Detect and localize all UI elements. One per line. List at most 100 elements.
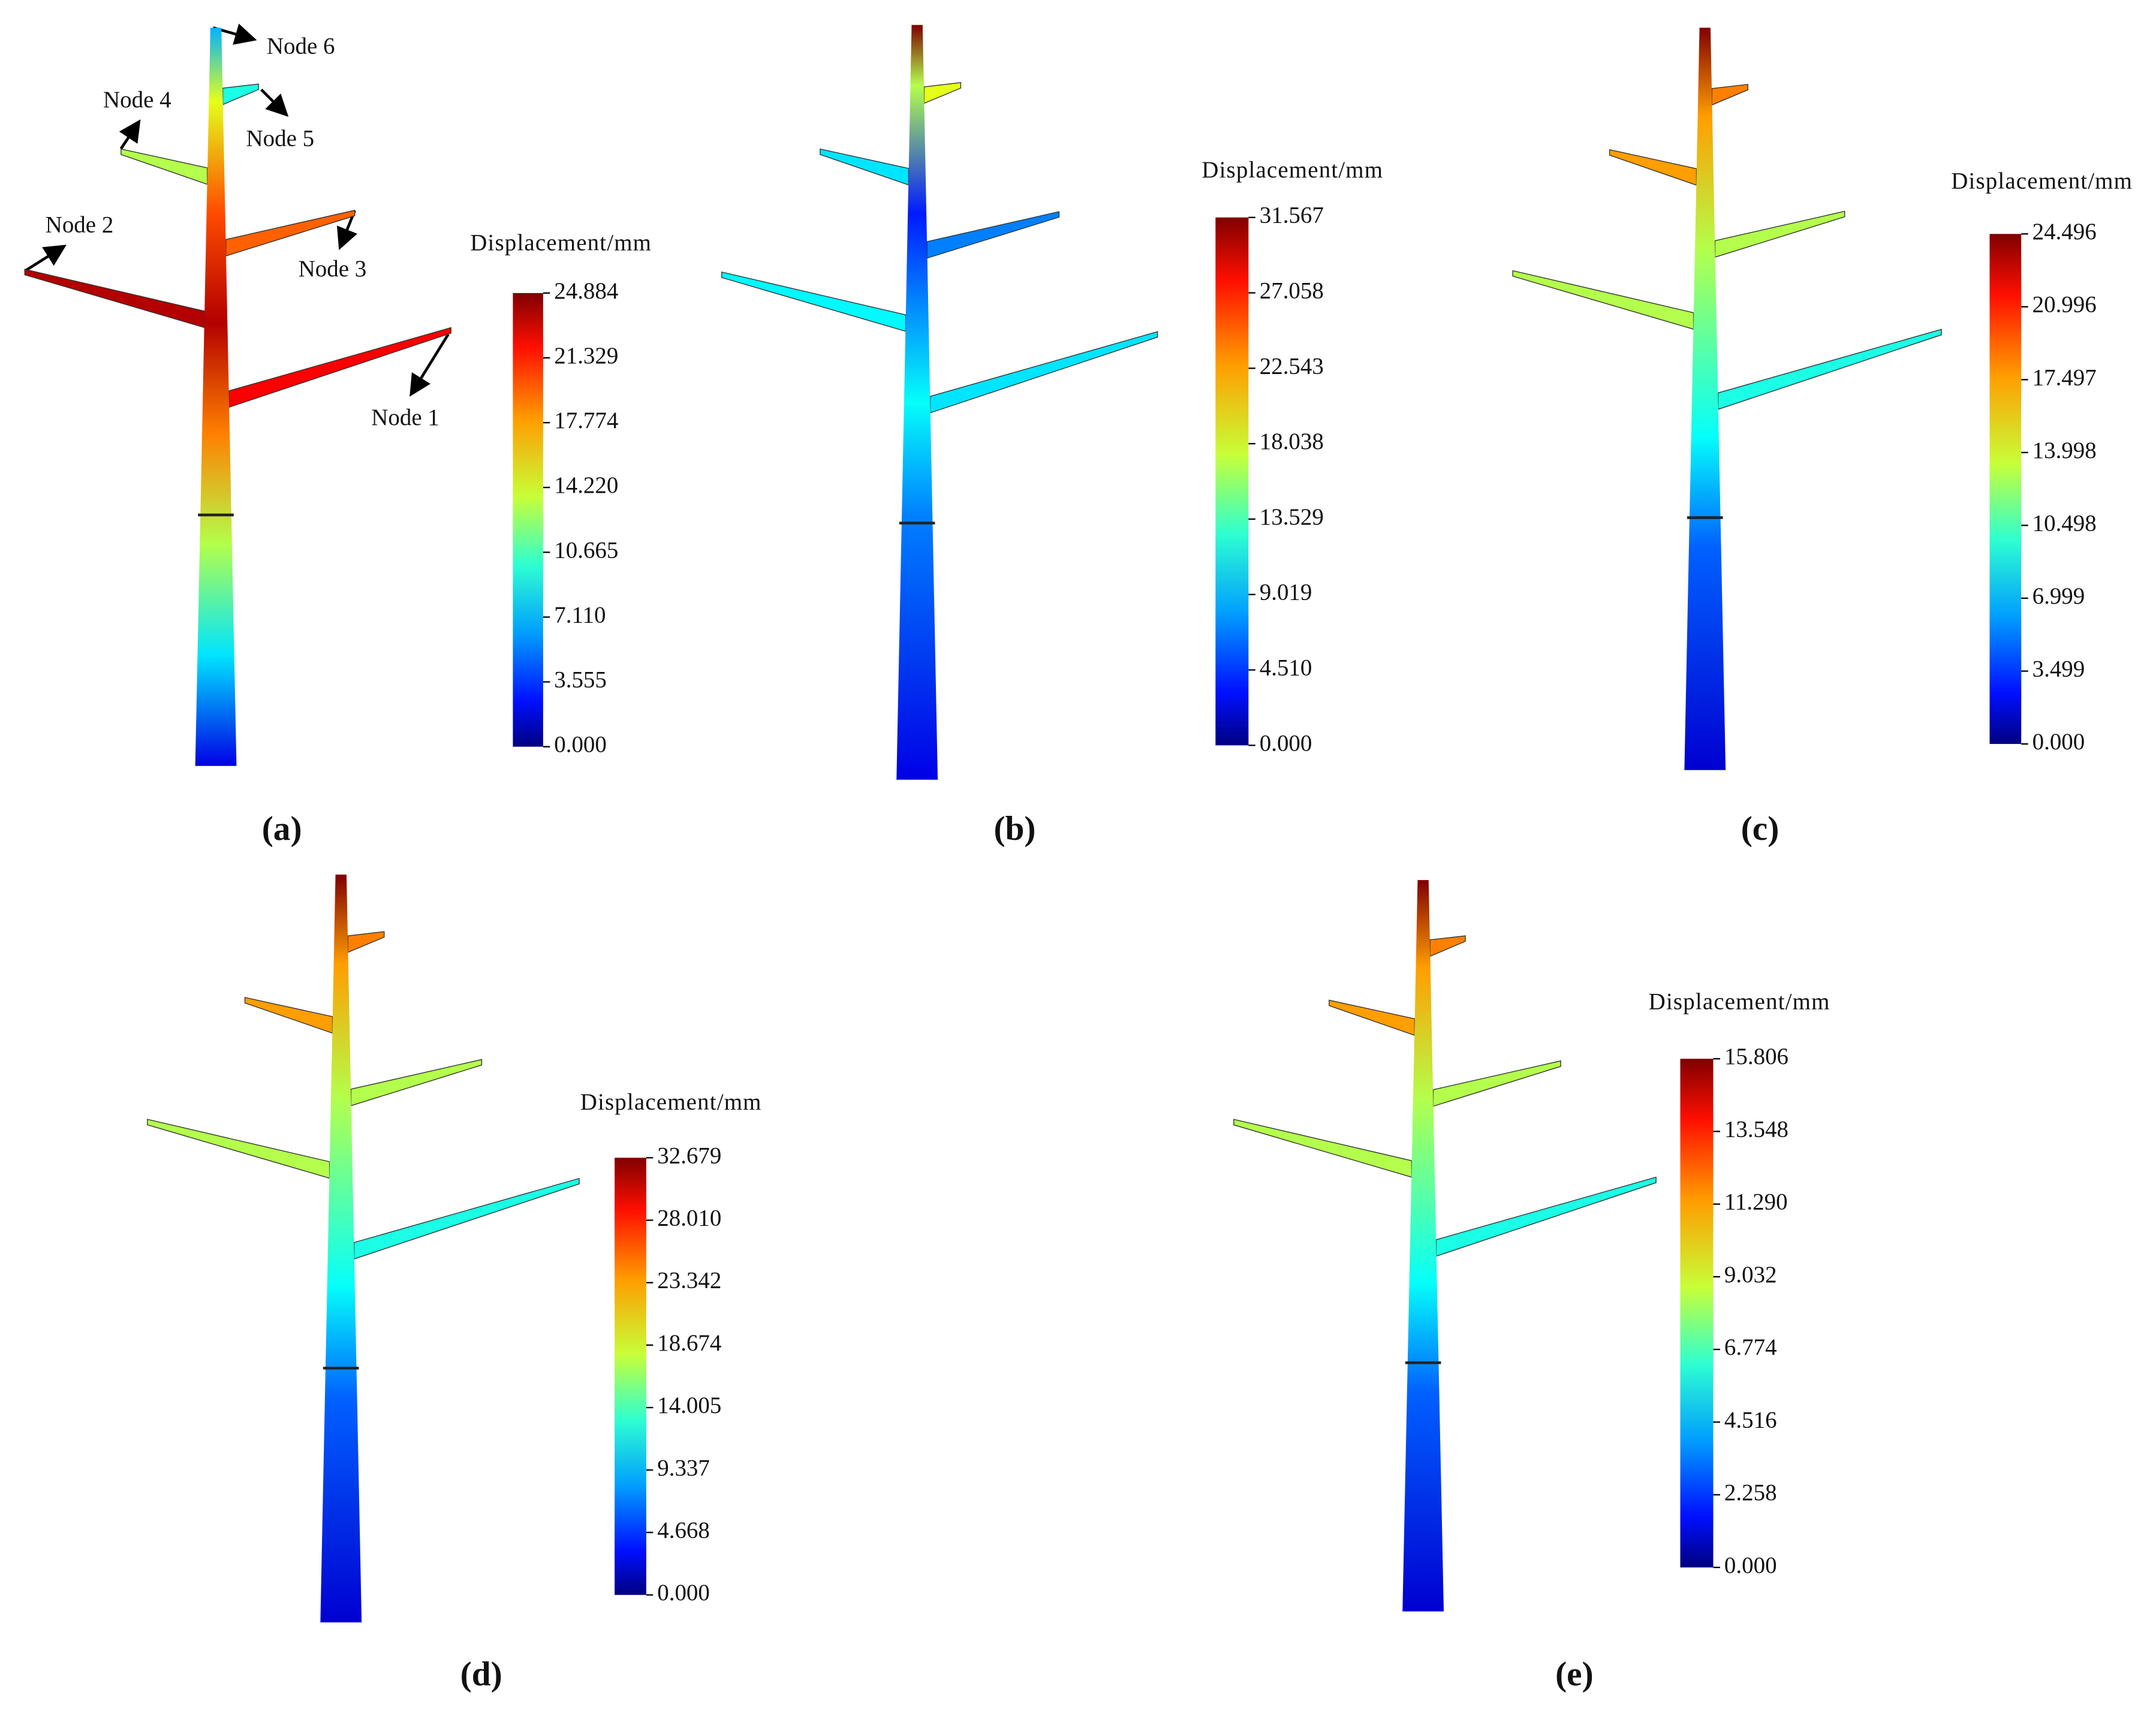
arm <box>24 269 205 328</box>
arm <box>222 83 259 106</box>
arrow <box>409 333 450 397</box>
colorbar-tick-label: 18.674 <box>657 1330 721 1356</box>
colorbar-tick-label: 13.998 <box>2032 438 2097 463</box>
arm <box>121 148 208 185</box>
colorbar-tick-label: 17.774 <box>554 408 618 433</box>
colorbar-tick-label: 27.058 <box>1260 278 1324 303</box>
panel-label: (e) <box>1555 1655 1594 1693</box>
arm <box>353 1177 580 1260</box>
colorbar-tick-label: 3.499 <box>2032 656 2085 682</box>
colorbar-tick-label: 24.884 <box>554 278 618 304</box>
arm <box>1432 1060 1561 1107</box>
node-label: Node 2 <box>46 212 114 238</box>
trunk <box>1684 28 1726 770</box>
colorbar <box>1680 1059 1714 1568</box>
colorbar <box>1989 234 2022 745</box>
colorbar-tick-label: 0.000 <box>657 1580 710 1606</box>
colorbar-tick-label: 21.329 <box>554 343 618 369</box>
arm <box>244 997 333 1034</box>
trunk <box>195 28 237 766</box>
colorbar-tick-label: 11.290 <box>1724 1189 1788 1215</box>
panel: Displacement/mm 15.806 13.548 11.290 9.032 6.… <box>1233 880 1830 1693</box>
colorbar-tick-label: 3.555 <box>554 667 607 693</box>
arm <box>929 331 1158 414</box>
colorbar <box>615 1158 646 1595</box>
node-label: Node 6 <box>267 34 335 59</box>
arm <box>721 271 907 332</box>
arm <box>225 209 356 257</box>
panel-label: (c) <box>1741 810 1779 848</box>
arm <box>1429 935 1466 957</box>
arm <box>147 1119 330 1179</box>
colorbar-tick-label: 4.510 <box>1260 655 1312 681</box>
colorbar-tick-label: 6.774 <box>1724 1334 1777 1360</box>
arm <box>350 1059 483 1107</box>
arm <box>926 211 1060 259</box>
colorbar-tick-label: 0.000 <box>554 732 607 758</box>
arm <box>820 148 910 186</box>
colorbar-tick-label: 14.220 <box>554 472 618 498</box>
node-label: Node 4 <box>103 87 171 113</box>
node-label: Node 5 <box>246 125 315 151</box>
arm <box>1435 1176 1657 1257</box>
colorbar-tick-label: 6.999 <box>2032 583 2085 609</box>
panel: Displacement/mm 24.496 20.996 17.497 13.998 1… <box>1512 28 2133 848</box>
colorbar <box>1215 217 1249 746</box>
arm <box>1609 149 1697 186</box>
panel: Displacement/mm 24.884 21.329 17.774 14.220 1… <box>24 28 652 848</box>
panel: Displacement/mm 32.679 28.010 23.342 18.674 1… <box>147 874 761 1693</box>
arrow <box>24 245 67 273</box>
colorbar-title: Displacement/mm <box>1649 988 1830 1014</box>
panel: Displacement/mm 31.567 27.058 22.543 18.038 1… <box>721 25 1383 848</box>
colorbar-tick-label: 17.497 <box>2032 364 2097 390</box>
arm <box>1233 1119 1413 1178</box>
colorbar-tick-label: 22.543 <box>1260 353 1324 379</box>
arrow <box>260 88 289 117</box>
arm <box>228 327 451 408</box>
colorbar-tick-label: 4.516 <box>1724 1407 1777 1433</box>
arm <box>1711 83 1748 106</box>
colorbar-tick-label: 0.000 <box>1724 1553 1777 1578</box>
colorbar-tick-label: 13.529 <box>1260 504 1324 530</box>
arm <box>1714 210 1845 258</box>
panel-label: (d) <box>460 1655 502 1693</box>
colorbar-tick-label: 28.010 <box>657 1205 721 1231</box>
arm <box>1512 270 1694 330</box>
arm <box>1717 328 1942 410</box>
colorbar-tick-label: 23.342 <box>657 1268 721 1294</box>
colorbar-tick-label: 9.032 <box>1724 1262 1777 1288</box>
colorbar-tick-label: 14.005 <box>657 1392 721 1418</box>
colorbar-tick-label: 24.496 <box>2032 219 2097 245</box>
colorbar-title: Displacement/mm <box>470 230 652 256</box>
colorbar-tick-label: 10.498 <box>2032 510 2097 536</box>
colorbar-tick-label: 0.000 <box>2032 729 2085 755</box>
colorbar-tick-label: 31.567 <box>1260 203 1324 228</box>
trunk <box>320 874 362 1623</box>
colorbar-tick-label: 32.679 <box>657 1143 721 1168</box>
colorbar-tick-label: 0.000 <box>1260 730 1312 756</box>
trunk <box>1402 880 1444 1612</box>
colorbar-tick-label: 10.665 <box>554 537 618 563</box>
colorbar-tick-label: 15.806 <box>1724 1044 1788 1069</box>
colorbar-tick-label: 20.996 <box>2032 292 2097 318</box>
colorbar-tick-label: 9.019 <box>1260 580 1312 605</box>
arrow <box>119 119 141 150</box>
arm <box>923 82 962 104</box>
colorbar-tick-label: 2.258 <box>1724 1480 1777 1506</box>
arm <box>347 931 385 953</box>
node-arrows <box>24 23 450 397</box>
colorbar-title: Displacement/mm <box>1202 157 1383 183</box>
panel-label: (b) <box>993 810 1035 848</box>
node-label: Node 1 <box>371 405 439 430</box>
node-label: Node 3 <box>299 256 367 282</box>
colorbar-tick-label: 13.548 <box>1724 1116 1788 1142</box>
panel-label: (a) <box>262 810 302 848</box>
colorbar <box>513 293 543 747</box>
colorbar-tick-label: 9.337 <box>657 1455 710 1481</box>
colorbar-tick-label: 7.110 <box>554 602 606 628</box>
colorbar-tick-label: 4.668 <box>657 1517 710 1543</box>
colorbar-title: Displacement/mm <box>1951 168 2133 194</box>
colorbar-tick-label: 18.038 <box>1260 429 1324 454</box>
